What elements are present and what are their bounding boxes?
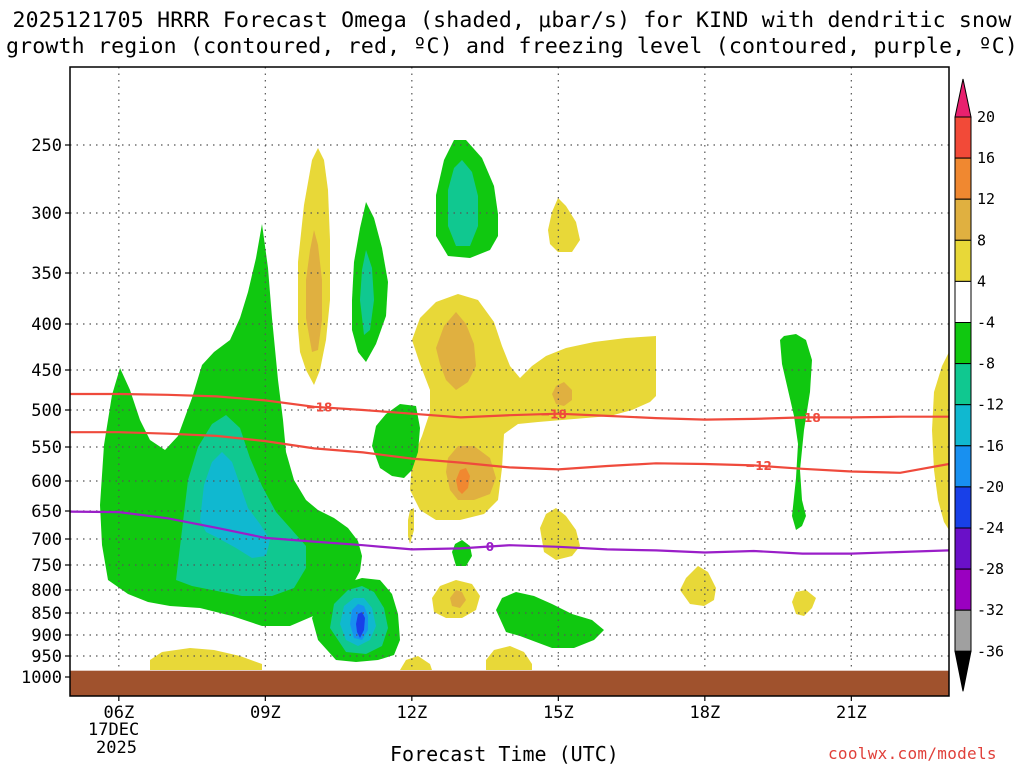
colorbar: 20 16 12 8 4 -4 -8 -12 -16 -20 -24 -28 -32 -36 [954, 78, 1004, 692]
y-tick-label-950: 950 [31, 647, 62, 667]
y-tick-label-400: 400 [31, 315, 62, 335]
contour-label-0: 0 [486, 540, 494, 554]
colorbar-label--28: -28 [977, 560, 1004, 578]
omega-subsidence-low-max [456, 468, 470, 494]
omega-aloft-teal [448, 160, 478, 246]
contour-label--18: −18 [306, 401, 333, 415]
ground-fill [70, 670, 949, 696]
date-label-year: 2025 [96, 738, 137, 758]
y-tick-label-700: 700 [31, 530, 62, 550]
omega-ascent-cyan [200, 452, 270, 558]
y-tick-label-550: 550 [31, 438, 62, 458]
colorbar-swatch-9 [954, 486, 972, 529]
colorbar-swatch-2 [954, 198, 972, 241]
colorbar-arrow-top [954, 78, 972, 118]
contour-lines: −18 −18 −18 −12 0 [70, 392, 949, 555]
colorbar-label-20: 20 [977, 108, 995, 126]
x-tick-label-18Z: 18Z [689, 703, 720, 723]
colorbar-label--8: -8 [977, 355, 995, 373]
colorbar-arrow-bottom [954, 650, 972, 692]
colorbar-swatch-7 [954, 404, 972, 447]
plot-frame [69, 66, 950, 697]
omega-green-lower [496, 592, 604, 648]
y-tick-label-350: 350 [31, 264, 62, 284]
date-label-day: 17DEC [88, 720, 140, 740]
x-tick-label-21Z: 21Z [836, 703, 867, 723]
omega-yellow-surface-1 [150, 648, 262, 670]
contour-label--12: −12 [745, 459, 772, 473]
omega-yellow-surface-3 [400, 656, 432, 670]
contour-label--18: −18 [794, 411, 821, 425]
chart-title-line2: growth region (contoured, red, ºC) and f… [5, 34, 1019, 59]
colorbar-swatch-6 [954, 363, 972, 406]
colorbar-label-12: 12 [977, 190, 995, 208]
colorbar-label-8: 8 [977, 231, 986, 249]
colorbar-swatch-10 [954, 527, 972, 570]
contour-0 [70, 510, 949, 555]
colorbar-label--16: -16 [977, 437, 1004, 455]
y-tick-label-300: 300 [31, 204, 62, 224]
omega-green-tiny [452, 540, 472, 566]
contour--18 [70, 392, 949, 421]
colorbar-swatch-12 [954, 609, 972, 652]
colorbar-label-16: 16 [977, 149, 995, 167]
colorbar-swatch-11 [954, 568, 972, 611]
y-tick-label-850: 850 [31, 604, 62, 624]
x-axis-label: Forecast Time (UTC) [390, 742, 619, 766]
credit-link[interactable]: coolwx.com/models [828, 744, 997, 763]
omega-yellow-low-15z [540, 508, 580, 560]
y-tick-label-250: 250 [31, 136, 62, 156]
y-axis: 2503003504004505005506006507007508008509… [21, 136, 70, 688]
omega-yellow-strand [408, 508, 414, 544]
contour--12 [70, 431, 949, 474]
colorbar-label--4: -4 [977, 314, 995, 332]
x-tick-label-09Z: 09Z [250, 703, 281, 723]
y-tick-label-1000: 1000 [21, 668, 62, 688]
y-tick-label-450: 450 [31, 361, 62, 381]
y-tick-label-900: 900 [31, 626, 62, 646]
omega-subsidence-10z-core [306, 230, 322, 352]
omega-yellow-20z [792, 590, 816, 616]
colorbar-label-4: 4 [977, 272, 986, 290]
omega-yellow-surface-2 [486, 646, 532, 670]
omega-green-20z [780, 334, 812, 530]
grid-lines [70, 67, 949, 696]
x-axis: 06Z 09Z 12Z 15Z 18Z 21Z [103, 696, 867, 723]
omega-green-mid [372, 404, 420, 478]
x-tick-label-06Z: 06Z [103, 703, 134, 723]
omega-yellow-right [932, 352, 949, 530]
colorbar-label--12: -12 [977, 396, 1004, 414]
omega-spindle-teal [360, 250, 374, 335]
colorbar-label--36: -36 [977, 642, 1004, 660]
omega-lower-core [356, 612, 365, 638]
colorbar-swatch-5 [954, 322, 972, 365]
omega-yellow-850-core [450, 590, 466, 608]
colorbar-swatch-0 [954, 116, 972, 159]
chart-title-line1: 2025121705 HRRR Forecast Omega (shaded, … [12, 8, 1012, 33]
y-tick-label-600: 600 [31, 472, 62, 492]
omega-subsidence-mid-core [436, 312, 476, 390]
colorbar-label--24: -24 [977, 519, 1004, 537]
colorbar-label--20: -20 [977, 478, 1004, 496]
chart-title: 2025121705 HRRR Forecast Omega (shaded, … [0, 8, 1024, 60]
y-tick-label-650: 650 [31, 502, 62, 522]
omega-small-core [552, 382, 572, 406]
colorbar-swatch-3 [954, 239, 972, 282]
colorbar-swatch-1 [954, 157, 972, 200]
x-tick-label-15Z: 15Z [543, 703, 574, 723]
y-tick-label-800: 800 [31, 581, 62, 601]
omega-yellow-18z [680, 566, 716, 606]
colorbar-swatch-4 [954, 280, 972, 323]
colorbar-swatch-8 [954, 445, 972, 488]
colorbar-label--32: -32 [977, 601, 1004, 619]
contour-label--18: −18 [540, 407, 567, 421]
x-tick-label-12Z: 12Z [396, 703, 427, 723]
ground-layer [70, 670, 949, 696]
omega-aloft-yellow-15z [548, 198, 580, 252]
y-tick-label-750: 750 [31, 556, 62, 576]
y-tick-label-500: 500 [31, 401, 62, 421]
